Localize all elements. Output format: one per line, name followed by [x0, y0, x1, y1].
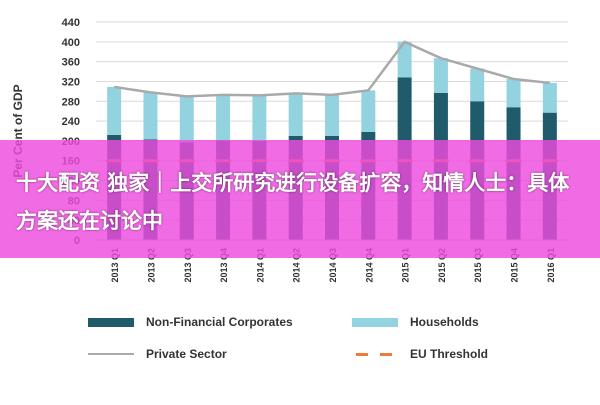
legend-swatch-eu-threshold: [352, 353, 398, 356]
headline-text: 十大配资 独家｜上交所研究进行设备扩容，知情人士：具体方案还在讨论中: [16, 171, 570, 233]
bar-households-7: [361, 90, 376, 132]
x-tick-label-1: 2013 Q2: [146, 248, 156, 283]
bar-households-11: [506, 78, 521, 108]
x-tick-label-0: 2013 Q1: [110, 248, 120, 283]
y-tick-label-280: 280: [62, 96, 80, 108]
legend-label-nfc: Non-Financial Corporates: [146, 315, 293, 329]
bar-households-10: [470, 68, 485, 102]
x-tick-label-10: 2015 Q3: [473, 248, 483, 283]
legend-swatch-nfc: [88, 317, 134, 327]
bar-households-0: [107, 86, 122, 135]
headline-overlay[interactable]: 十大配资 独家｜上交所研究进行设备扩容，知情人士：具体方案还在讨论中: [0, 140, 600, 258]
legend-item-non-financial-corporates: Non-Financial Corporates: [88, 314, 293, 330]
y-tick-label-240: 240: [62, 116, 80, 128]
x-tick-label-2: 2013 Q3: [183, 248, 193, 283]
bar-households-12: [542, 82, 557, 113]
y-tick-label-320: 320: [62, 76, 80, 88]
legend-label-households: Households: [410, 315, 479, 329]
legend-item-private-sector: Private Sector: [88, 346, 227, 362]
legend-swatch-private-sector: [88, 353, 134, 355]
y-tick-label-360: 360: [62, 57, 80, 69]
x-tick-label-12: 2016 Q1: [546, 248, 556, 283]
bar-households-4: [252, 95, 267, 141]
legend-item-households: Households: [352, 314, 479, 330]
bar-households-1: [143, 92, 158, 140]
legend-swatch-households: [352, 317, 398, 327]
bar-households-3: [216, 94, 231, 141]
x-tick-label-8: 2015 Q1: [401, 248, 411, 283]
bar-households-2: [179, 96, 194, 143]
x-tick-label-6: 2014 Q3: [328, 248, 338, 283]
x-tick-label-11: 2015 Q4: [510, 248, 520, 283]
x-tick-label-9: 2015 Q2: [437, 248, 447, 283]
legend-item-eu-threshold: EU Threshold: [352, 346, 488, 362]
x-tick-label-5: 2014 Q2: [292, 248, 302, 283]
x-tick-label-4: 2014 Q1: [255, 248, 265, 283]
bar-households-9: [433, 58, 448, 93]
bar-households-8: [397, 41, 412, 78]
x-tick-label-7: 2014 Q4: [364, 248, 374, 283]
legend-label-private-sector: Private Sector: [146, 347, 227, 361]
legend-label-eu-threshold: EU Threshold: [410, 347, 489, 361]
bar-households-6: [325, 94, 339, 136]
bar-households-5: [288, 93, 303, 136]
x-tick-label-3: 2013 Q4: [219, 248, 229, 283]
y-tick-label-440: 440: [62, 17, 80, 29]
chart-legend: Non-Financial Corporates Households Priv…: [0, 306, 600, 376]
y-tick-label-400: 400: [62, 37, 80, 49]
private-sector-line: [113, 40, 550, 98]
